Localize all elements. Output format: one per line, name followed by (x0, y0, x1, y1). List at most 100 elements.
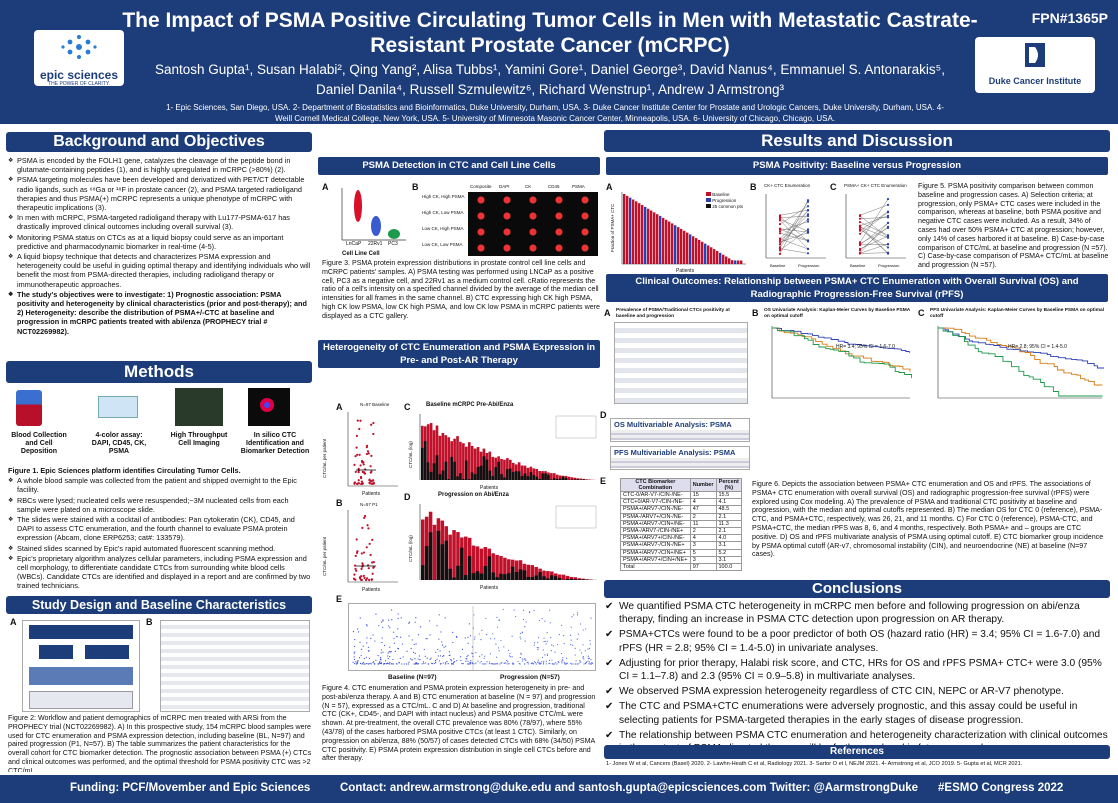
scatter-point (405, 663, 408, 665)
scatter-point (379, 662, 382, 665)
pair-point (858, 214, 862, 217)
scatter-point (512, 663, 514, 665)
pair-point (858, 251, 862, 254)
scatter-point (394, 650, 396, 652)
bar-mark (476, 447, 480, 480)
dot-mark (371, 572, 374, 575)
dot-mark (362, 574, 365, 577)
scatter-point (537, 661, 539, 663)
scatter-point (518, 662, 520, 665)
bar-mark (573, 477, 577, 480)
pair-line (859, 212, 889, 234)
scatter-point (525, 659, 527, 662)
scatter-point (444, 645, 447, 647)
bar-mark (526, 467, 530, 480)
dot-mark (362, 551, 366, 554)
panel-label-b: B (146, 617, 153, 627)
bar-mark (482, 456, 486, 480)
panel-b-title: OS Univariate Analysis: Kaplan-Meier Cur… (764, 308, 911, 319)
conclusions-list: We quantified PSMA CTC heterogeneity in … (605, 600, 1109, 757)
scatter-point (414, 621, 416, 623)
scatter-point (470, 660, 472, 662)
bar-mark (426, 424, 430, 480)
scatter-point (544, 654, 546, 656)
scatter-point (388, 663, 390, 665)
dot-mark (354, 470, 357, 473)
bar-mark (553, 473, 556, 480)
table-row: PSMA+/ARV7+/CIN-/NE- 4 4.0 (620, 534, 742, 543)
scatter-point (474, 663, 476, 665)
bar-mark (710, 247, 713, 264)
scatter-point (439, 655, 442, 657)
scatter-point (473, 638, 476, 640)
pair-point (886, 210, 890, 213)
scatter-point (392, 663, 395, 665)
table-cell: PSMA+/ARV7+/CIN+/NE+ (620, 555, 691, 564)
scatter-point (367, 663, 369, 665)
scatter-point (534, 662, 537, 664)
background-bullet: PSMA targeting molecules have been devel… (8, 175, 312, 212)
scatter-point (409, 658, 412, 660)
scatter-point (370, 637, 372, 640)
table-cell: Total (620, 562, 691, 572)
bar-mark (494, 467, 497, 480)
bar-mark (517, 471, 521, 480)
fpn-number: FPN#1365P (1031, 10, 1108, 26)
scatter-point (562, 635, 565, 637)
scatter-point (408, 621, 411, 623)
scatter-point (357, 659, 359, 662)
scatter-point (566, 662, 568, 664)
bar-mark (635, 201, 638, 264)
scatter-point (524, 640, 526, 642)
legend-baseline: Baseline (712, 192, 730, 197)
pair-point (778, 216, 782, 219)
background-bullet: PSMA is encoded by the FOLH1 gene, catal… (8, 156, 312, 174)
bar-mark (558, 475, 562, 480)
scatter-point (560, 652, 563, 655)
bar-mark (453, 438, 456, 480)
scanner-image (175, 388, 223, 426)
panel-label-a: A (336, 402, 343, 412)
scatter-point (573, 614, 575, 616)
pair-line (779, 210, 809, 248)
scatter-point (467, 642, 469, 644)
scatter-point (550, 637, 552, 639)
bar-mark (511, 462, 515, 480)
table-row: CTC+0/AR-V7-/CIN-/NE- 4 4.1 (620, 498, 742, 507)
bar-mark (656, 214, 659, 264)
pair-line (859, 235, 889, 249)
scatter-point (587, 655, 589, 657)
panel-label-a: A (10, 617, 17, 627)
bar-mark (448, 568, 452, 580)
dot-mark (360, 575, 363, 578)
bar-mark (683, 230, 686, 264)
bar-mark (565, 575, 570, 580)
pair-point (886, 246, 890, 249)
table-cell: 4 (689, 534, 717, 543)
pair-line (779, 228, 809, 233)
scatter-point (495, 643, 497, 645)
pair-point (778, 237, 782, 240)
scatter-point (511, 656, 513, 658)
scatter-point (398, 662, 400, 664)
panel-label-b: B (752, 308, 759, 318)
scatter-point (407, 663, 409, 665)
scatter-point (537, 649, 539, 651)
channel-label: PSMA (572, 184, 585, 189)
panel-label-d: D (600, 410, 607, 420)
bar-mark (456, 565, 460, 580)
scatter-point (379, 661, 381, 663)
bar-mark (456, 436, 459, 480)
dot-mark (353, 482, 356, 485)
bar-mark (500, 458, 503, 480)
scatter-point (413, 663, 415, 665)
scatter-point (430, 657, 432, 659)
scatter-point (563, 643, 565, 645)
scatter-point (465, 660, 467, 662)
bar-mark (520, 476, 524, 480)
scatter-point (360, 654, 362, 656)
bar-mark (653, 212, 656, 264)
dot-mark (369, 553, 372, 557)
methods-text: Figure 1. Epic Sciences platform identif… (8, 466, 312, 594)
fig1-caption: Figure 1. Epic Sciences platform identif… (8, 466, 241, 475)
